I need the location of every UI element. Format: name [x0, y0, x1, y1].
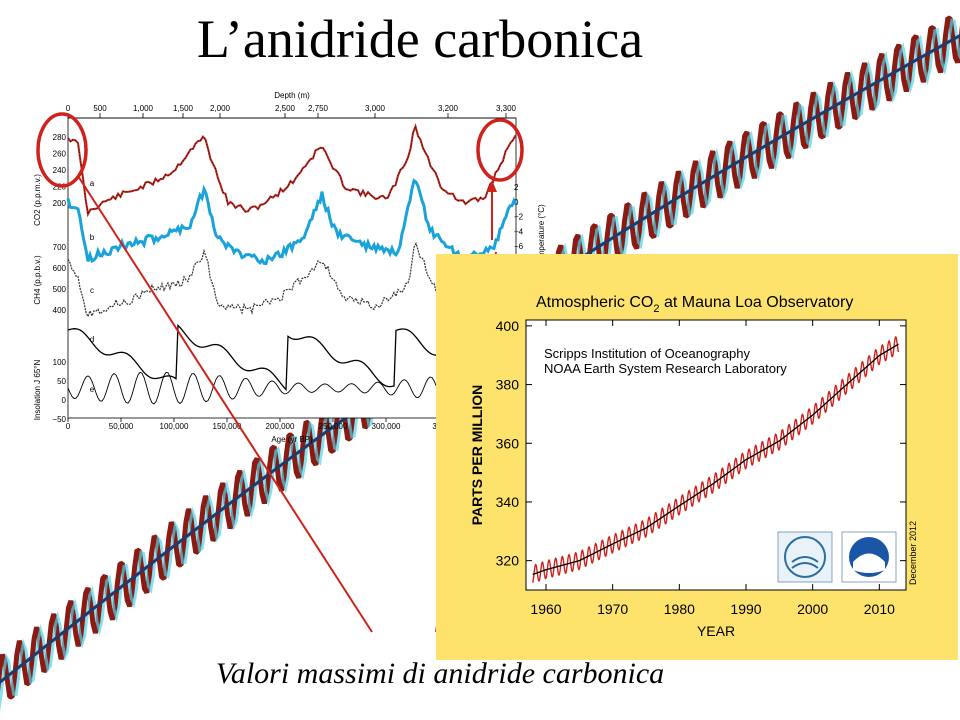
panel-letter: b — [90, 233, 95, 242]
insolation-axis-ticks: 100 50 0 −50 — [52, 358, 66, 424]
panel-letters: a b c d e — [90, 179, 95, 394]
depth-tick-label: 2,000 — [210, 104, 231, 113]
date-note: December 2012 — [908, 521, 918, 585]
panel-letter: a — [90, 179, 95, 188]
age-tick-label: 250,000 — [319, 422, 348, 431]
depth-tick-label: 500 — [93, 104, 107, 113]
mauna-loa-x-tick-label: 1960 — [530, 601, 561, 617]
insolation-tick-label: 0 — [62, 396, 67, 405]
depth-tick-label: 3,000 — [365, 104, 386, 113]
mauna-loa-y-tick-label: 320 — [496, 553, 520, 569]
temperature-tick-label: −4 — [514, 227, 524, 236]
depth-tick-label: 0 — [66, 104, 71, 113]
ch4-axis-label: CH4 (p.p.b.v.) — [33, 255, 42, 305]
age-tick-label: 150,000 — [213, 422, 242, 431]
depth-tick-label: 1,000 — [133, 104, 154, 113]
mauna-loa-x-tick-label: 1990 — [730, 601, 761, 617]
mauna-loa-subtitle-1: Scripps Institution of Oceanography — [544, 346, 750, 361]
age-tick-label: 300,000 — [372, 422, 401, 431]
depth-tick-label: 3,200 — [438, 104, 459, 113]
insolation-tick-label: −50 — [52, 415, 66, 424]
mauna-loa-y-tick-label: 360 — [496, 435, 520, 451]
ch4-tick-label: 700 — [53, 243, 67, 252]
age-tick-label: 50,000 — [109, 422, 134, 431]
series-a-line — [67, 122, 517, 218]
noaa-logo — [841, 531, 897, 583]
temperature-tick-label: −6 — [514, 242, 524, 251]
panel-letter: d — [90, 335, 94, 344]
mauna-loa-y-ticks: 400 380 360 340 320 — [496, 318, 906, 569]
mauna-loa-x-label: YEAR — [697, 623, 735, 639]
depth-tick-label: 2,500 — [275, 104, 296, 113]
mauna-loa-x-tick-label: 2000 — [797, 601, 828, 617]
mauna-loa-y-tick-label: 400 — [496, 318, 520, 334]
co2-tick-label: 260 — [53, 150, 67, 159]
depth-tick-label: 2,750 — [308, 104, 329, 113]
mauna-loa-subtitle-2: NOAA Earth System Research Laboratory — [544, 361, 787, 376]
mauna-loa-chart: Atmospheric CO2 at Mauna Loa Observatory… — [436, 254, 958, 660]
age-tick-label: 100,000 — [160, 422, 189, 431]
ch4-tick-label: 500 — [53, 285, 67, 294]
series-b-line — [66, 178, 518, 266]
right-highlight-circle — [476, 118, 524, 182]
temperature-arrowhead — [487, 180, 497, 192]
mauna-loa-x-tick-label: 1980 — [664, 601, 695, 617]
ch4-tick-label: 600 — [53, 264, 67, 273]
co2-tick-label: 200 — [53, 199, 67, 208]
mauna-loa-trend-line — [532, 343, 899, 575]
depth-axis-ticks: 0 500 1,000 1,500 2,000 2,500 2,750 3,000 3,200 3… — [66, 104, 517, 118]
mauna-loa-x-tick-label: 1970 — [597, 601, 628, 617]
ch4-tick-label: 400 — [53, 306, 67, 315]
co2-tick-label: 280 — [53, 133, 67, 142]
mauna-loa-monthly-line — [532, 335, 900, 583]
panel-letter: e — [90, 385, 95, 394]
scripps-logo — [777, 531, 833, 583]
depth-tick-label: 3,300 — [496, 104, 517, 113]
insolation-axis-label: Insolation J 65°N — [33, 360, 42, 421]
pointer-line-left — [77, 175, 373, 633]
co2-tick-label: 240 — [53, 166, 67, 175]
age-tick-label: 200,000 — [266, 422, 295, 431]
slide-title: L’anidride carbonica — [196, 9, 644, 69]
temperature-axis-label: Temperature (°C) — [537, 204, 546, 266]
depth-tick-label: 1,500 — [173, 104, 194, 113]
left-highlight-circle — [36, 112, 88, 188]
mauna-loa-y-tick-label: 380 — [496, 377, 520, 393]
mauna-loa-x-ticks: 1960 1970 1980 1990 2000 2010 — [530, 320, 895, 617]
ch4-axis-ticks: 700 600 500 400 — [53, 243, 67, 315]
mauna-loa-y-label: PARTS PER MILLION — [469, 385, 485, 526]
insolation-tick-label: 50 — [57, 377, 66, 386]
co2-axis-label: CO2 (p.p.m.v.) — [33, 174, 42, 226]
insolation-tick-label: 100 — [53, 358, 67, 367]
age-axis-label: Age (yr BP) — [271, 435, 313, 444]
temperature-tick-label: −2 — [514, 213, 524, 222]
panel-letter: c — [90, 286, 94, 295]
slide-caption: Valori massimi di anidride carbonica — [215, 657, 665, 690]
mauna-loa-x-tick-label: 2010 — [864, 601, 895, 617]
depth-axis-label: Depth (m) — [274, 91, 310, 100]
temperature-tick-label: 2 — [514, 183, 519, 192]
mauna-loa-title: Atmospheric CO2 at Mauna Loa Observatory — [536, 294, 853, 315]
age-axis-ticks: 0 50,000 100,000 150,000 200,000 250,000 300,0… — [66, 418, 446, 431]
age-tick-label: 0 — [66, 422, 71, 431]
mauna-loa-y-tick-label: 340 — [496, 494, 520, 510]
